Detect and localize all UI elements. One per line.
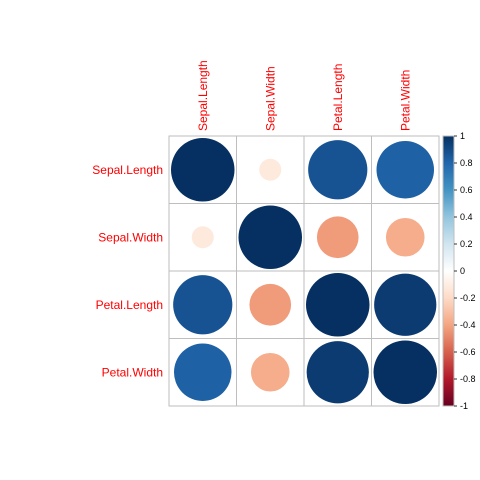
- column-label: Sepal.Length: [196, 60, 210, 131]
- column-label: Petal.Width: [398, 70, 412, 131]
- colorbar-tick-label: -0.4: [460, 320, 476, 330]
- colorbar-tick-label: 0.4: [460, 212, 473, 222]
- correlation-circle-sepal-width-petal-length: [316, 216, 359, 259]
- correlation-circle-petal-width-sepal-length: [174, 343, 232, 401]
- correlation-circle-sepal-width-sepal-length: [191, 226, 214, 249]
- correlation-circle-sepal-length-petal-length: [308, 140, 368, 200]
- colorbar: [442, 135, 455, 407]
- row-label: Petal.Length: [96, 298, 163, 312]
- correlation-circle-sepal-width-sepal-width: [238, 205, 302, 269]
- correlation-circle-petal-length-sepal-length: [173, 275, 233, 335]
- correlation-circle-petal-length-sepal-width: [249, 283, 292, 326]
- correlation-circle-sepal-length-sepal-width: [259, 158, 282, 181]
- variable-labels: Sepal.Length Sepal.Width Petal.Length Petal…: [92, 60, 412, 379]
- colorbar-tick-label: 0: [460, 266, 465, 276]
- colorbar-tick-label: -1: [460, 401, 468, 411]
- row-label: Sepal.Width: [98, 230, 163, 244]
- correlation-circle-petal-length-petal-length: [306, 273, 370, 337]
- matrix-cell: [236, 338, 305, 407]
- correlation-circle-petal-width-sepal-width: [250, 352, 290, 392]
- colorbar-tick-label: 0.6: [460, 185, 473, 195]
- colorbar-tick-label: 1: [460, 131, 465, 141]
- column-label: Petal.Length: [331, 64, 345, 131]
- color-legend: -1 -0.8 -0.6 -0.4 -0.2 0 0.2 0.4 0.6 0.8 1: [442, 131, 476, 411]
- correlation-circle-sepal-length-petal-width: [376, 141, 434, 199]
- correlation-circle-sepal-width-petal-width: [385, 217, 425, 257]
- colorbar-tick-label: -0.8: [460, 374, 476, 384]
- correlation-circle-sepal-length-sepal-length: [171, 138, 235, 202]
- colorbar-tick-label: -0.2: [460, 293, 476, 303]
- matrix-cell: [371, 203, 440, 272]
- colorbar-tick-label: -0.6: [460, 347, 476, 357]
- row-label: Petal.Width: [102, 365, 163, 379]
- row-label: Sepal.Length: [92, 163, 163, 177]
- colorbar-tick-label: 0.8: [460, 158, 473, 168]
- correlation-circle-petal-width-petal-width: [373, 340, 437, 404]
- colorbar-tick-label: 0.2: [460, 239, 473, 249]
- correlation-circle-petal-length-petal-width: [374, 273, 437, 336]
- correlation-circles: [171, 138, 437, 404]
- column-label: Sepal.Width: [263, 66, 277, 131]
- correlation-circle-petal-width-petal-length: [306, 341, 369, 404]
